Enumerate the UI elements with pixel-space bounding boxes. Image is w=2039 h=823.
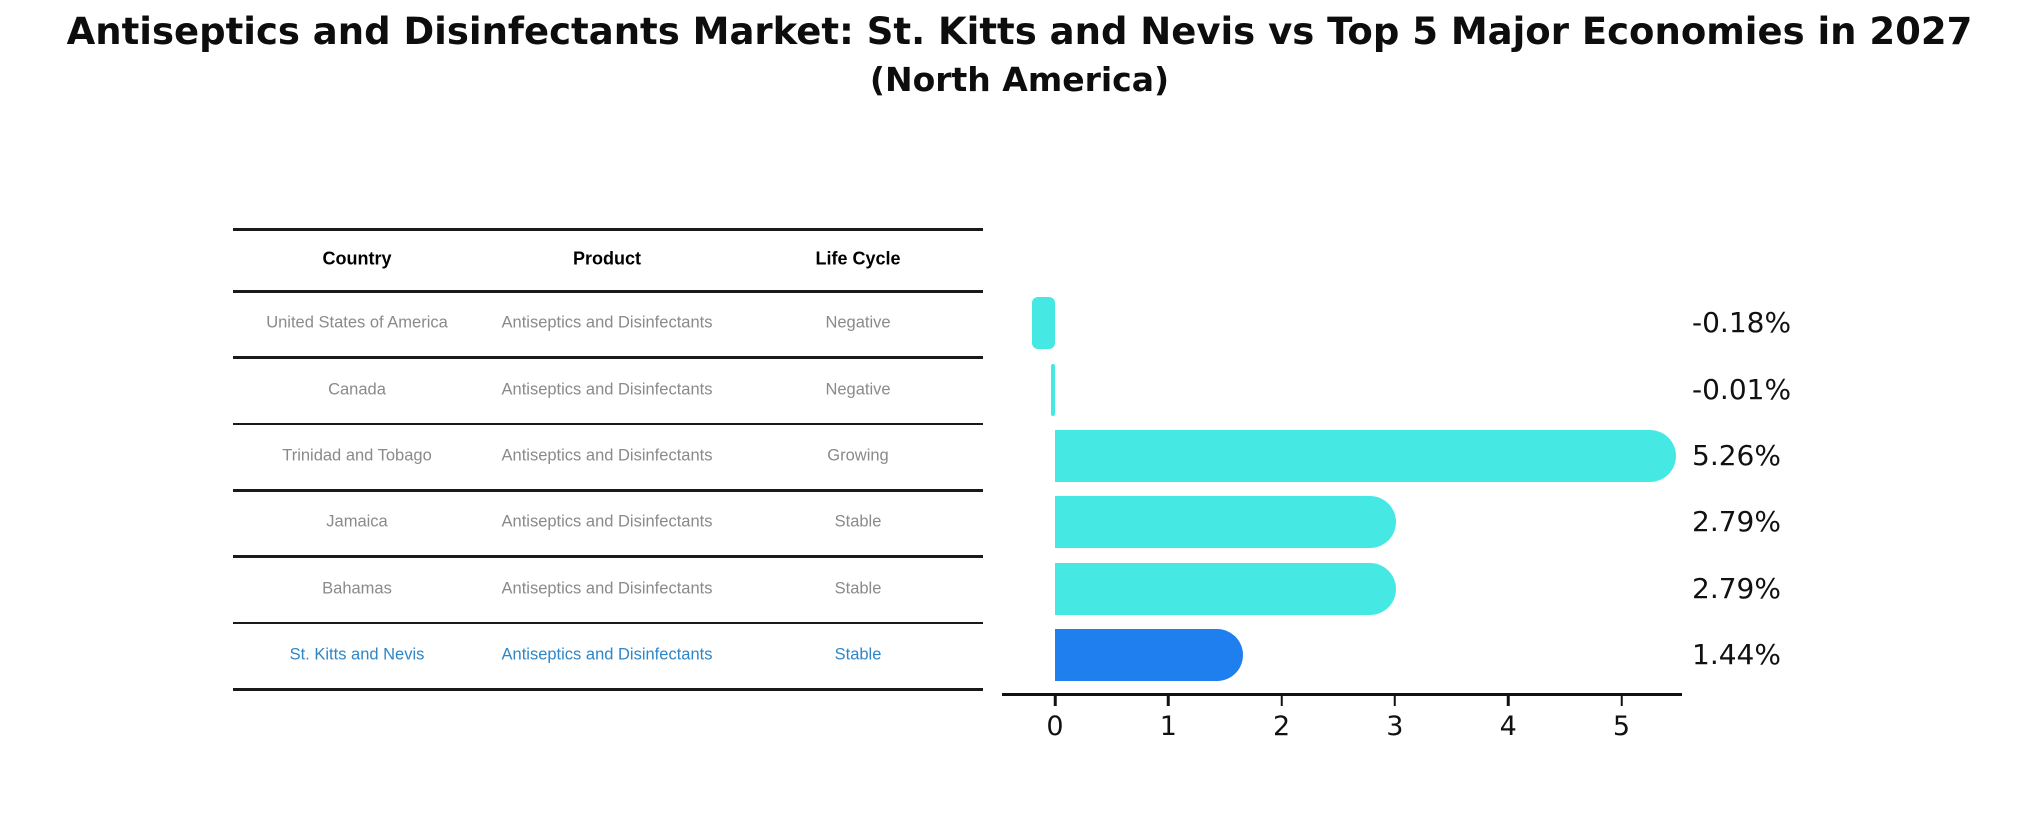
column-header-country: Country — [322, 248, 392, 269]
x-axis-tick — [1167, 696, 1170, 706]
x-axis-tick-label: 4 — [1499, 711, 1517, 742]
bar-value-label: 5.26% — [1692, 438, 1781, 472]
cell-product: Antiseptics and Disinfectants — [501, 579, 713, 597]
x-axis-tick — [1393, 696, 1397, 706]
chart-subtitle: (North America) — [869, 60, 1170, 99]
x-axis-tick-label: 1 — [1159, 711, 1177, 742]
bar-united-states-of-america — [1031, 297, 1055, 350]
chart-title: Antiseptics and Disinfectants Market: St… — [66, 10, 1973, 53]
table-row-divider — [233, 555, 983, 558]
x-axis-line — [1002, 693, 1682, 696]
table-row-divider — [233, 422, 983, 426]
column-header-life-cycle: Life Cycle — [815, 248, 901, 269]
bar-canada — [1050, 363, 1055, 416]
bar-value-label: 1.44% — [1692, 637, 1781, 671]
cell-country: Bahamas — [322, 579, 392, 597]
x-axis-tick-label: 5 — [1612, 711, 1631, 742]
column-header-product: Product — [572, 248, 642, 269]
cell-product: Antiseptics and Disinfectants — [501, 380, 713, 398]
bar-value-label: -0.01% — [1692, 372, 1792, 406]
x-axis-tick — [1620, 696, 1623, 706]
bar-value-label: -0.18% — [1692, 305, 1792, 339]
cell-life-cycle: Stable — [834, 645, 882, 664]
x-axis-tick — [1053, 696, 1057, 706]
x-axis-tick-label: 2 — [1273, 711, 1291, 742]
cell-product: Antiseptics and Disinfectants — [501, 645, 713, 664]
cell-life-cycle: Negative — [825, 313, 891, 332]
x-axis-tick-label: 0 — [1046, 711, 1064, 742]
cell-country: Canada — [328, 380, 386, 398]
table-bottom-border — [233, 688, 983, 691]
bar-value-label: 2.79% — [1692, 571, 1781, 605]
cell-life-cycle: Negative — [825, 380, 891, 398]
cell-country: St. Kitts and Nevis — [289, 645, 425, 664]
cell-country: United States of America — [266, 313, 448, 332]
table-row-divider — [233, 489, 983, 492]
table-row-divider — [233, 290, 983, 293]
cell-life-cycle: Growing — [827, 446, 889, 465]
cell-country: Trinidad and Tobago — [282, 446, 432, 465]
bar-jamaica — [1055, 496, 1397, 549]
x-axis-tick — [1280, 696, 1283, 706]
table-row-divider — [233, 621, 983, 625]
cell-product: Antiseptics and Disinfectants — [501, 313, 713, 332]
cell-product: Antiseptics and Disinfectants — [501, 446, 713, 465]
bar-st-kitts-and-nevis — [1055, 628, 1244, 681]
cell-life-cycle: Stable — [834, 512, 882, 531]
cell-product: Antiseptics and Disinfectants — [501, 512, 713, 531]
bar-value-label: 2.79% — [1692, 504, 1781, 538]
bar-bahamas — [1055, 562, 1397, 615]
table-row-divider — [233, 356, 983, 359]
x-axis-tick — [1506, 696, 1510, 706]
bar-trinidad-and-tobago — [1055, 429, 1676, 482]
x-axis-tick-label: 3 — [1386, 711, 1404, 742]
cell-life-cycle: Stable — [834, 579, 882, 597]
table-top-border — [233, 228, 983, 231]
cell-country: Jamaica — [326, 512, 388, 531]
